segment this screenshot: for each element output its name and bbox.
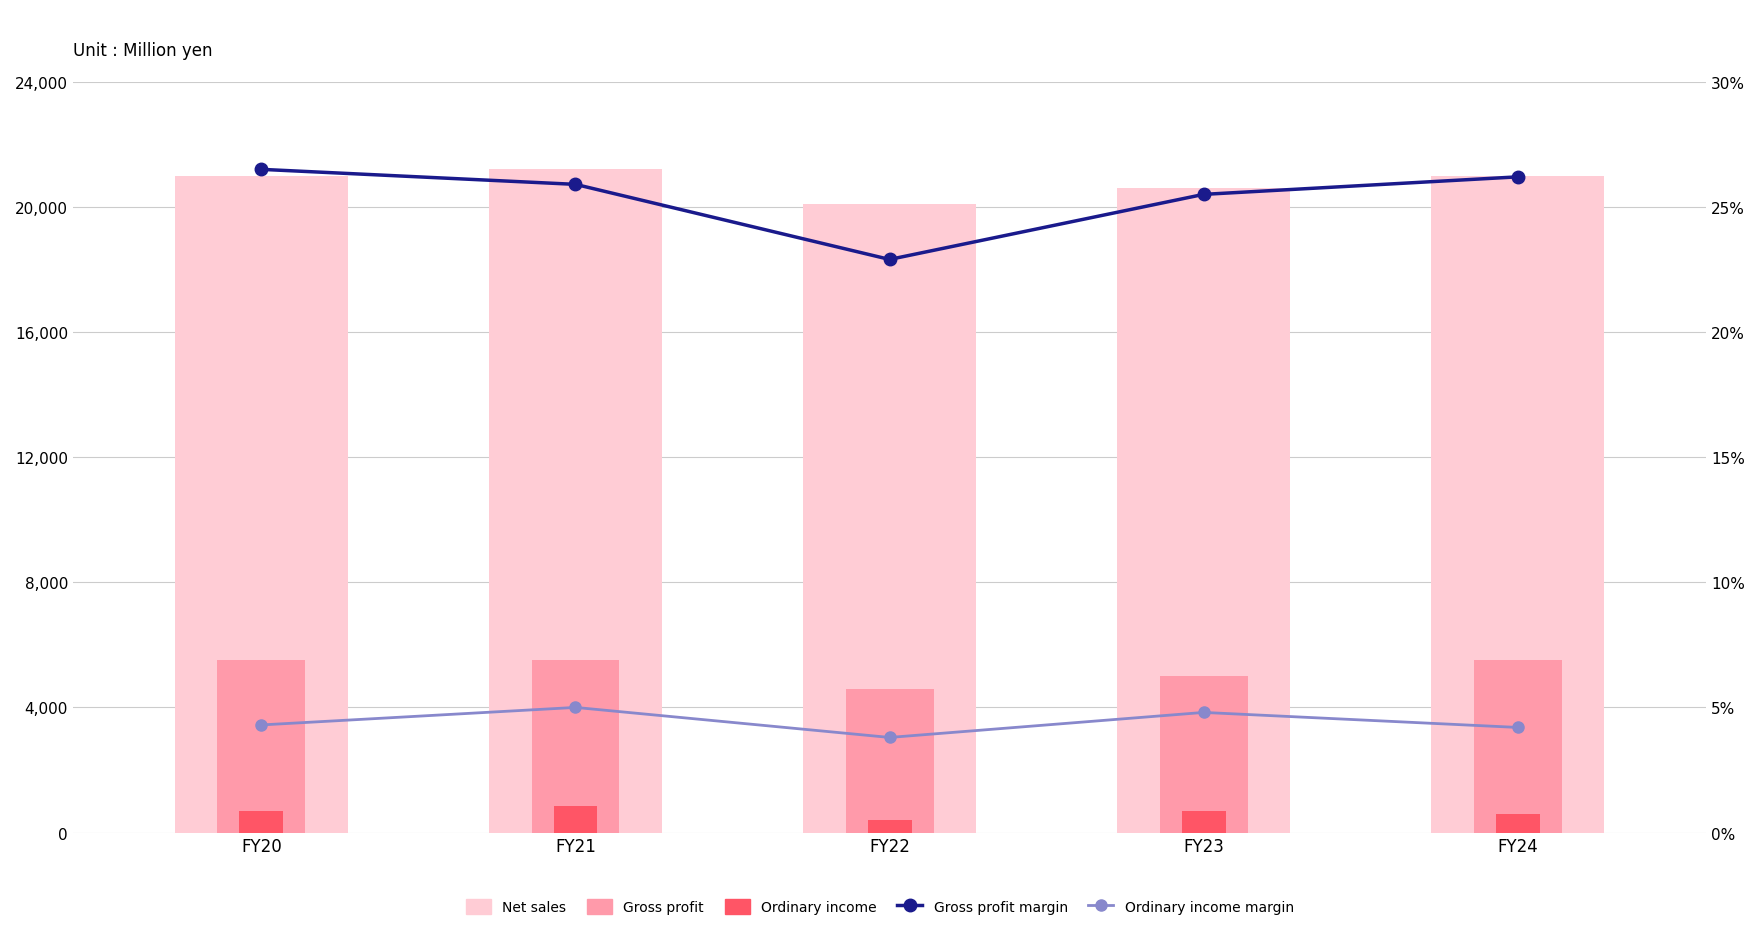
- Gross profit margin: [1507, 172, 1528, 183]
- Line: Ordinary income margin: Ordinary income margin: [255, 702, 1522, 743]
- Ordinary income margin: [1507, 722, 1528, 733]
- Bar: [1431, 176, 1603, 833]
- Gross profit margin: [1193, 190, 1214, 201]
- Bar: [1181, 811, 1225, 833]
- Ordinary income margin: [252, 720, 273, 731]
- Bar: [218, 661, 306, 833]
- Bar: [868, 820, 912, 833]
- Legend: Net sales, Gross profit, Ordinary income, Gross profit margin, Ordinary income m: Net sales, Gross profit, Ordinary income…: [461, 894, 1299, 920]
- Text: Unit : Million yen: Unit : Million yen: [72, 42, 213, 60]
- Line: Gross profit margin: Gross profit margin: [255, 164, 1524, 267]
- Gross profit margin: [878, 255, 899, 266]
- Bar: [174, 176, 348, 833]
- Bar: [239, 811, 283, 833]
- Bar: [489, 170, 662, 833]
- Bar: [1473, 661, 1561, 833]
- Ordinary income margin: [565, 702, 586, 713]
- Ordinary income margin: [878, 732, 899, 743]
- Bar: [803, 205, 977, 833]
- Ordinary income margin: [1193, 707, 1214, 718]
- Bar: [1118, 189, 1290, 833]
- Gross profit margin: [565, 180, 586, 191]
- Bar: [845, 689, 933, 833]
- Bar: [1496, 814, 1540, 833]
- Bar: [553, 806, 597, 833]
- Bar: [1160, 677, 1248, 833]
- Gross profit margin: [252, 165, 273, 176]
- Bar: [532, 661, 620, 833]
